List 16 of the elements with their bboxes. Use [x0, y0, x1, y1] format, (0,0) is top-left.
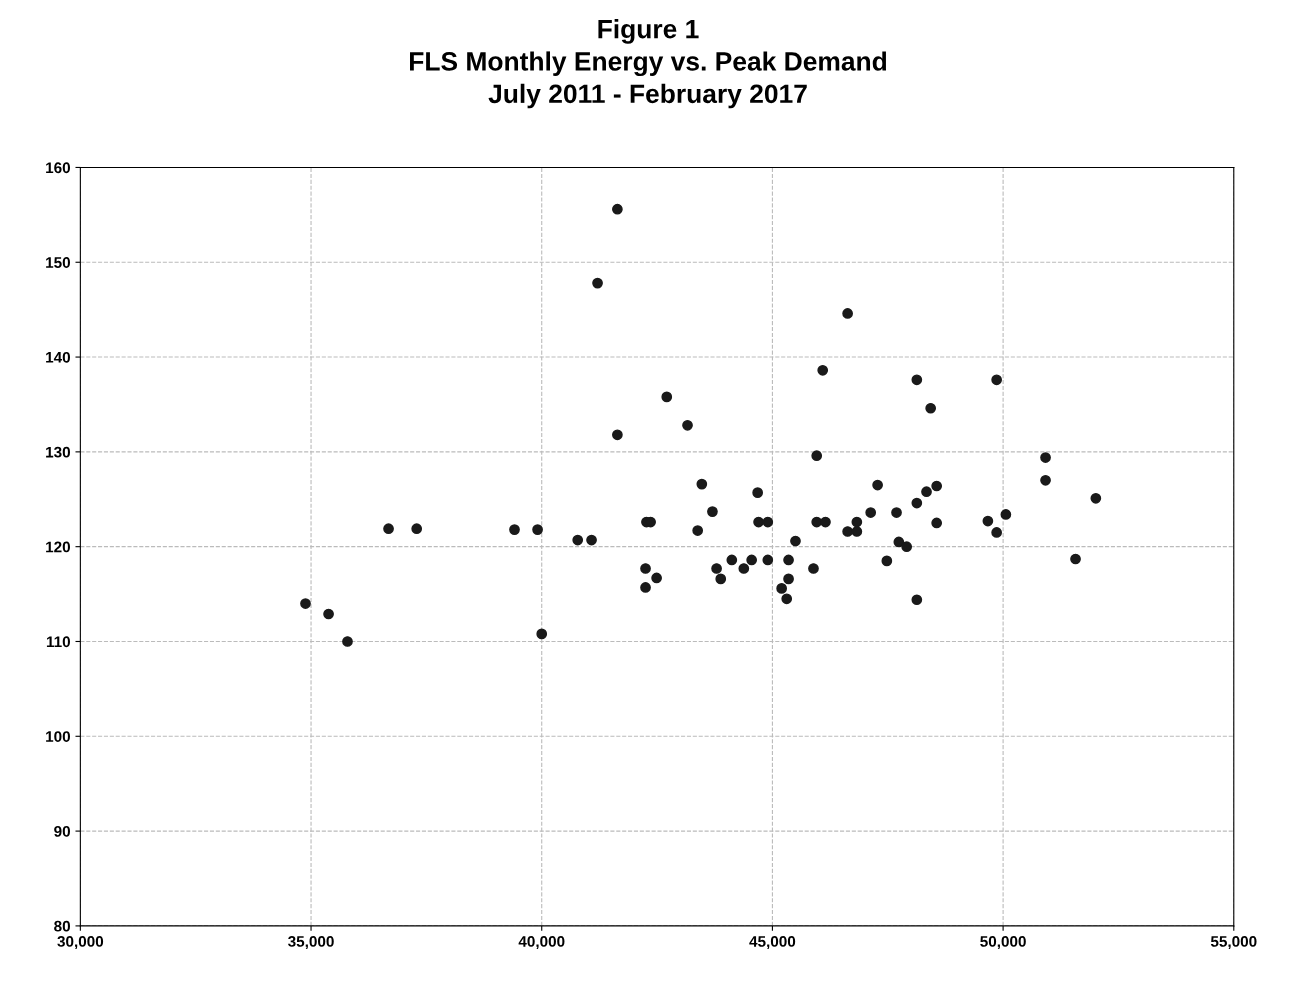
y-tick-label: 130 [46, 446, 71, 458]
x-tick-label: 30,000 [57, 936, 104, 950]
y-tick-label: 110 [46, 636, 71, 648]
y-tick-label: 90 [54, 825, 71, 837]
x-tick-label: 55,000 [1210, 936, 1257, 950]
y-tick-label: 150 [46, 257, 71, 268]
y-tick-label: 120 [46, 541, 71, 553]
chart-title: Figure 1 FLS Monthly Energy vs. Peak Demand July 2011 - February 2017 [410, 19, 887, 109]
x-tick-label: 40,000 [518, 936, 565, 950]
x-tick-label: 45,000 [749, 936, 796, 950]
y-tick-label: 100 [46, 731, 71, 742]
y-tick-label: 80 [54, 920, 71, 932]
y-tick-label: 140 [46, 351, 71, 363]
x-tick-label: 50,000 [980, 936, 1026, 950]
y-tick-label: 160 [46, 162, 71, 174]
x-tick-label: 35,000 [288, 936, 334, 950]
